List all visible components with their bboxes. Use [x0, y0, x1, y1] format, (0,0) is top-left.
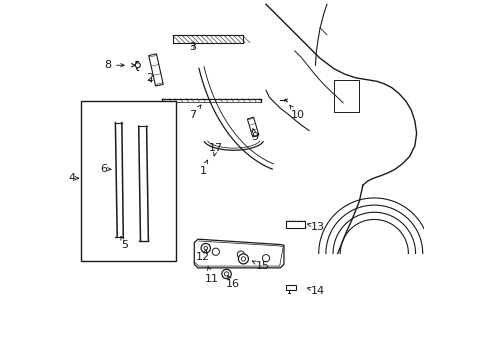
Text: 16: 16 — [225, 276, 239, 289]
Circle shape — [222, 269, 231, 279]
Circle shape — [212, 248, 219, 255]
Bar — [285, 285, 296, 291]
Bar — [81, 101, 176, 261]
Circle shape — [201, 243, 210, 253]
Bar — [333, 80, 359, 112]
Text: 9: 9 — [251, 129, 258, 142]
Circle shape — [241, 257, 245, 261]
Text: 5: 5 — [121, 237, 127, 249]
Circle shape — [203, 246, 207, 250]
Text: 10: 10 — [289, 105, 305, 121]
Text: 15: 15 — [252, 261, 269, 271]
Text: 4: 4 — [68, 173, 79, 183]
Text: 3: 3 — [189, 42, 196, 52]
Text: 7: 7 — [188, 105, 201, 121]
Circle shape — [238, 254, 248, 264]
Circle shape — [224, 272, 228, 276]
Circle shape — [262, 255, 269, 262]
Circle shape — [237, 251, 244, 258]
Text: 14: 14 — [307, 286, 325, 296]
Text: 17: 17 — [208, 143, 223, 156]
Bar — [285, 221, 305, 228]
Text: 8: 8 — [104, 60, 124, 70]
Text: 6: 6 — [100, 164, 111, 174]
Text: 2: 2 — [145, 73, 153, 83]
Text: 12: 12 — [196, 249, 210, 262]
Text: 13: 13 — [307, 222, 325, 231]
Circle shape — [135, 63, 140, 68]
Text: 11: 11 — [205, 267, 219, 284]
Text: 1: 1 — [200, 160, 207, 176]
